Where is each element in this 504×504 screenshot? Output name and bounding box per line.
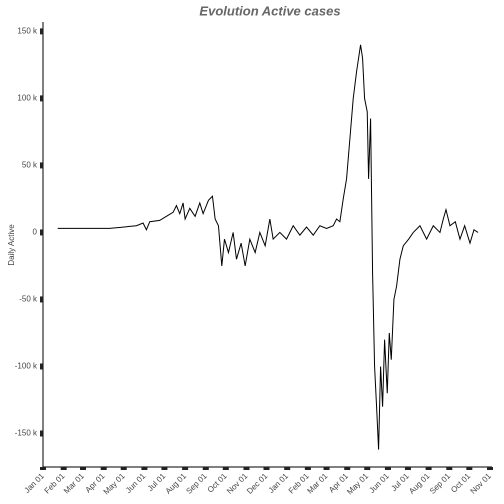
y-tick [40,296,43,303]
x-tick-label: May 01 [102,471,127,496]
x-tick-label: Jun 01 [124,471,148,495]
x-tick-label: Nov 01 [469,471,494,496]
x-tick-label: Jan 01 [23,471,47,495]
x-tick [364,467,371,470]
y-tick [40,95,43,102]
x-tick [60,467,67,470]
x-tick [182,467,189,470]
x-tick [80,467,87,470]
x-tick-label: Sep 01 [428,471,453,496]
y-tick [40,162,43,169]
data-line [57,44,479,450]
x-tick-label: May 01 [345,471,370,496]
x-tick [323,467,330,470]
x-tick [120,467,127,470]
y-axis-label: Daily Active [7,224,16,266]
x-tick [487,467,493,470]
y-tick [40,363,43,370]
x-tick [284,467,291,470]
x-tick [161,467,168,470]
x-tick [263,467,270,470]
x-tick-label: Jun 01 [367,471,391,495]
x-tick [40,467,46,470]
y-tick-label: 50 k [22,161,38,170]
y-tick [40,229,43,236]
y-tick [40,28,43,35]
x-tick [384,467,391,470]
x-tick-label: Aug 01 [164,471,189,496]
x-tick [222,467,229,470]
x-tick [404,467,411,470]
y-tick-label: -150 k [15,429,38,438]
x-tick [202,467,209,470]
x-tick [344,467,351,470]
y-tick-label: 100 k [17,94,38,103]
x-tick-label: Mar 01 [305,471,329,495]
chart-title: Evolution Active cases [199,3,340,18]
x-tick-label: Dec 01 [245,471,270,496]
y-tick [40,430,43,437]
y-tick-label: 0 [33,228,38,237]
x-tick [425,467,432,470]
x-tick [141,467,148,470]
y-tick-label: -50 k [19,295,38,304]
x-tick [304,467,311,470]
x-tick-label: Jan 01 [267,471,291,495]
x-tick [446,467,453,470]
x-tick-label: Nov 01 [225,471,250,496]
y-tick-label: 150 k [17,26,38,35]
x-tick [100,467,107,470]
x-tick [466,467,473,470]
x-tick-label: Aug 01 [407,471,432,496]
x-tick-label: Mar 01 [62,471,86,495]
x-tick-label: Sep 01 [184,471,209,496]
x-tick [243,467,250,470]
y-tick-label: -100 k [15,362,38,371]
